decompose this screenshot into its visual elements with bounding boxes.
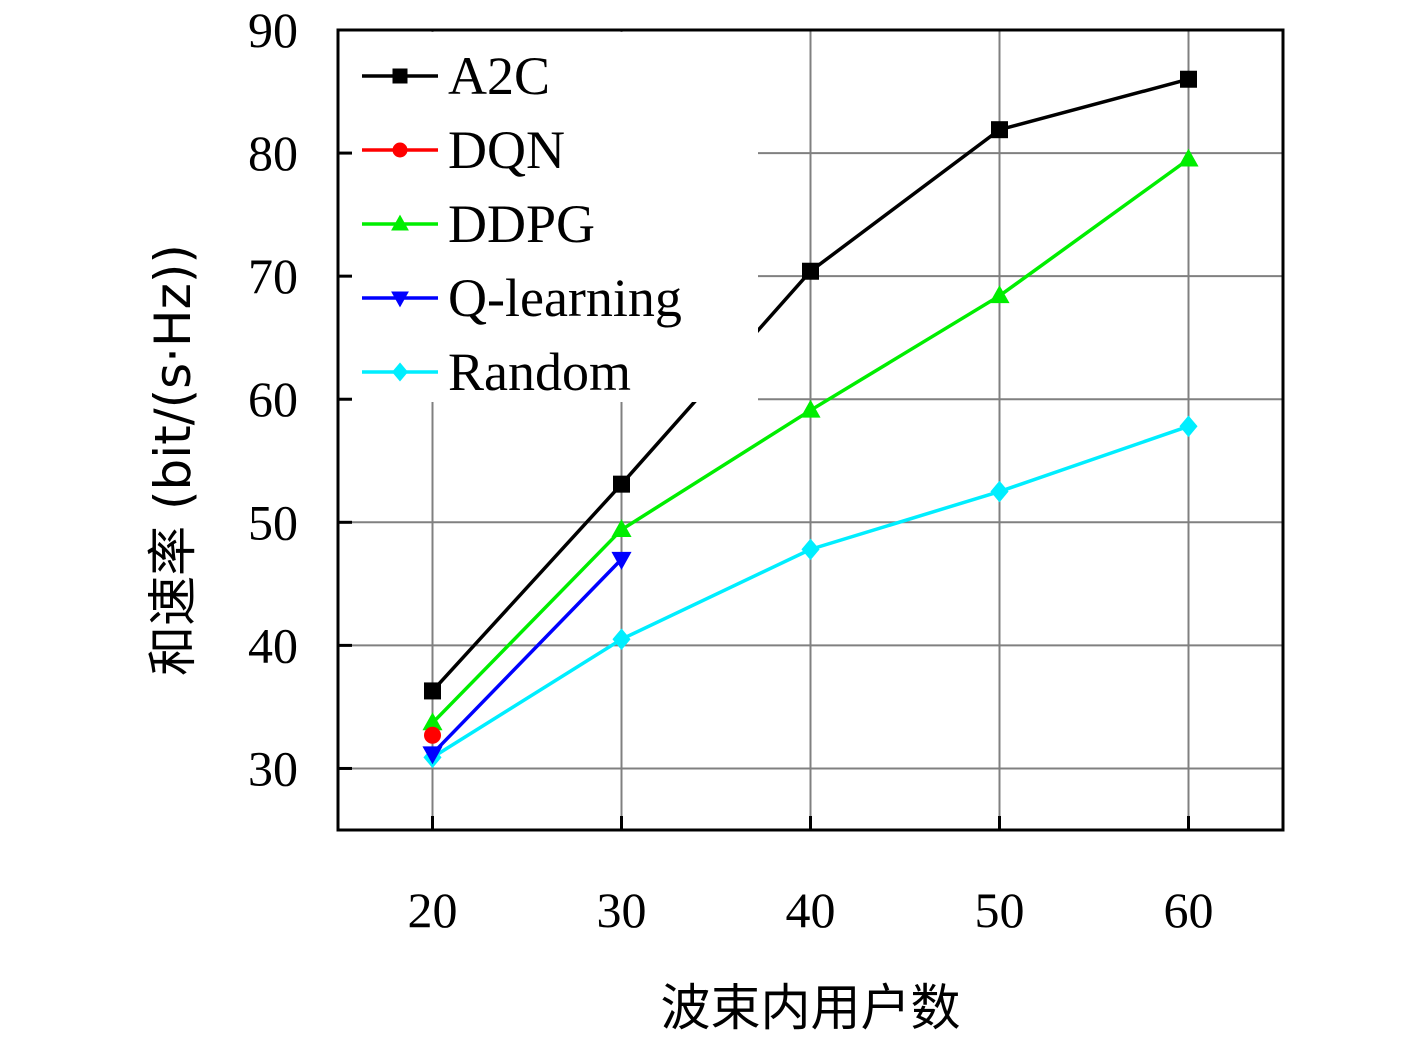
data-point (1178, 148, 1199, 167)
data-point (990, 480, 1009, 503)
legend-background (340, 32, 758, 402)
x-axis-title: 波束内用户数 (661, 979, 961, 1037)
series-q-learning (422, 551, 632, 765)
y-tick-label: 40 (248, 617, 298, 673)
legend-label: Random (448, 342, 631, 402)
x-tick-label: 30 (597, 882, 647, 938)
data-point (1180, 70, 1197, 88)
series-line (431, 558, 623, 755)
legend-marker (391, 291, 409, 308)
legend-marker (392, 68, 408, 84)
series-ddpg (422, 148, 1199, 731)
x-tick-label: 40 (786, 882, 836, 938)
y-tick-label: 90 (248, 2, 298, 58)
data-point (611, 551, 632, 570)
series-random (423, 415, 1198, 769)
legend-marker (391, 214, 409, 231)
x-tick-label: 20 (408, 882, 458, 938)
legend-item: Random (362, 342, 631, 402)
legend-marker (391, 362, 409, 382)
legend-item: A2C (362, 46, 550, 106)
legend-label: A2C (448, 46, 550, 106)
data-point (611, 519, 632, 537)
data-point (424, 682, 441, 700)
legend-item: DDPG (362, 194, 595, 254)
y-tick-label: 30 (248, 740, 298, 796)
legend-label: DQN (448, 120, 565, 180)
data-point (800, 399, 821, 418)
data-point (424, 726, 441, 744)
legend-label: Q-learning (448, 268, 682, 328)
data-point (989, 285, 1010, 304)
series-a2c (424, 70, 1197, 700)
legend-item: Q-learning (362, 268, 682, 328)
data-point (801, 538, 820, 561)
y-tick-label: 80 (248, 125, 298, 181)
series-group (422, 70, 1199, 769)
data-point (991, 121, 1008, 139)
y-axis-title: 和速率 (bit/(s·Hz)) (144, 244, 202, 676)
data-point (422, 746, 443, 765)
data-point (612, 628, 631, 651)
series-dqn (424, 726, 441, 744)
data-point (1179, 415, 1198, 438)
legend: A2C DQN DDPG Q-learning Random (362, 46, 682, 402)
x-tick-label: 60 (1164, 882, 1214, 938)
axis-ticks: 20 30 40 50 60 30 40 50 60 70 80 90 (248, 2, 1214, 938)
legend-item: DQN (362, 120, 565, 180)
data-point (802, 262, 819, 280)
data-point (613, 475, 630, 493)
legend-label: DDPG (448, 194, 595, 254)
y-tick-label: 50 (248, 494, 298, 550)
y-tick-label: 60 (248, 371, 298, 427)
legend-marker (392, 142, 408, 158)
y-tick-label: 70 (248, 248, 298, 304)
x-tick-label: 50 (975, 882, 1025, 938)
